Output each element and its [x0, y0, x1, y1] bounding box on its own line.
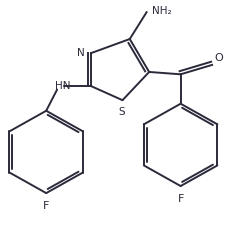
Text: F: F — [177, 194, 184, 204]
Text: NH₂: NH₂ — [152, 6, 171, 16]
Text: O: O — [215, 53, 223, 63]
Text: F: F — [43, 201, 49, 211]
Text: HN: HN — [55, 81, 70, 91]
Text: S: S — [118, 107, 125, 117]
Text: N: N — [77, 48, 85, 58]
